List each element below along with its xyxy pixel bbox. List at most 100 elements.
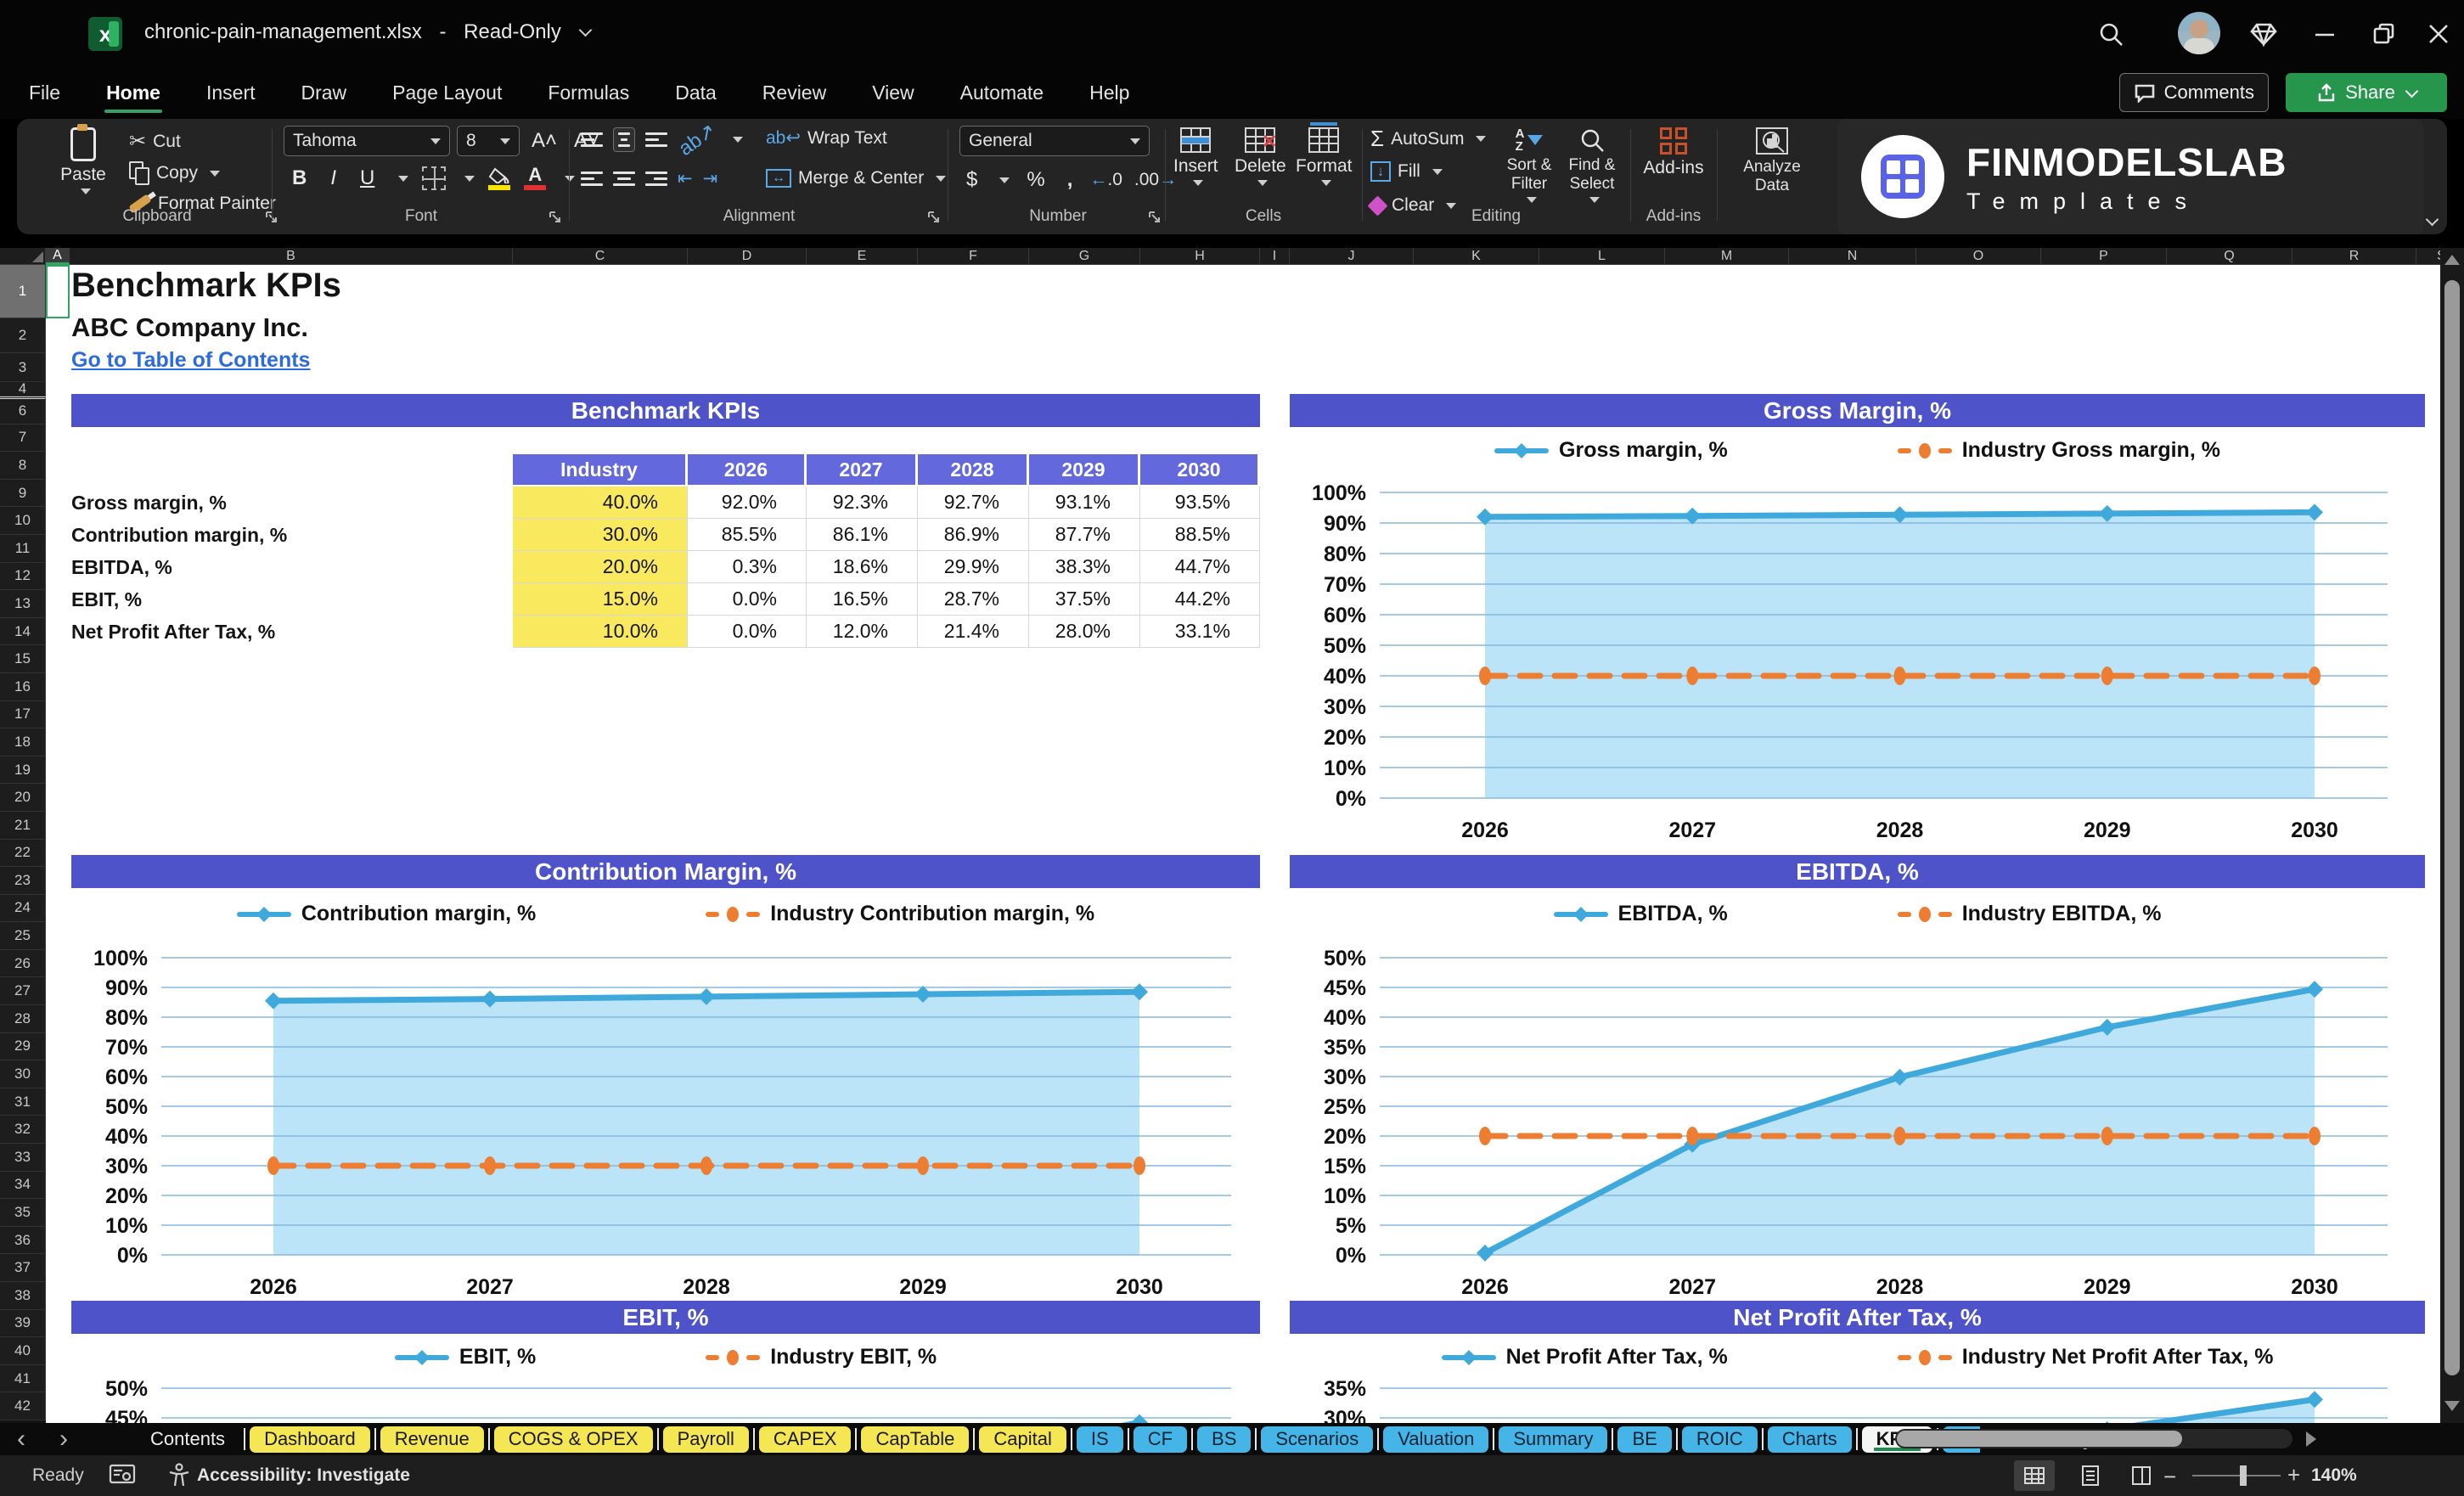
- table-row-label[interactable]: Contribution margin, %: [71, 523, 288, 546]
- row-header-40[interactable]: 40: [0, 1337, 46, 1365]
- fill-button[interactable]: ↓ Fill: [1370, 161, 1443, 182]
- horizontal-scrollbar[interactable]: [1895, 1429, 2292, 1448]
- table-cell-value[interactable]: 28.7%: [918, 583, 1029, 616]
- row-header-22[interactable]: 22: [0, 839, 46, 868]
- row-header-24[interactable]: 24: [0, 894, 46, 923]
- row-header-18[interactable]: 18: [0, 728, 46, 756]
- table-cell-value[interactable]: 86.9%: [918, 519, 1029, 551]
- increase-indent-icon[interactable]: ⇥: [702, 169, 718, 188]
- align-left-icon[interactable]: [581, 172, 603, 186]
- align-bottom-icon[interactable]: [645, 132, 667, 147]
- row-header-38[interactable]: 38: [0, 1282, 46, 1310]
- find-select-button[interactable]: Find & Select: [1562, 127, 1622, 203]
- clipboard-dialog-launcher[interactable]: [265, 211, 278, 224]
- align-center-icon[interactable]: [613, 172, 635, 186]
- row-header-7[interactable]: 7: [0, 424, 46, 453]
- column-header-O[interactable]: O: [1916, 248, 2041, 265]
- vertical-scrollbar[interactable]: [2440, 248, 2464, 1423]
- column-header-Q[interactable]: Q: [2167, 248, 2292, 265]
- ribbon-tab-automate[interactable]: Automate: [959, 81, 1044, 104]
- table-cell-value[interactable]: 87.7%: [1029, 519, 1140, 551]
- row-header-6[interactable]: 6: [0, 396, 46, 425]
- ribbon-tab-formulas[interactable]: Formulas: [548, 81, 630, 104]
- sheet-tab-payroll[interactable]: Payroll: [662, 1426, 749, 1453]
- italic-button[interactable]: I: [330, 166, 337, 189]
- table-row-label[interactable]: EBIT, %: [71, 588, 143, 610]
- ribbon-collapse-icon[interactable]: [2425, 212, 2439, 228]
- sheet-tab-be[interactable]: BE: [1617, 1426, 1672, 1453]
- row-header-9[interactable]: 9: [0, 479, 46, 508]
- sheet-tab-is[interactable]: IS: [1076, 1426, 1123, 1453]
- column-header-C[interactable]: C: [513, 248, 688, 265]
- currency-format-icon[interactable]: $: [966, 168, 978, 191]
- increase-decimal-icon[interactable]: ←.0: [1089, 170, 1122, 189]
- search-icon[interactable]: [2089, 12, 2133, 56]
- analyze-data-button[interactable]: Analyze Data: [1725, 127, 1819, 195]
- increase-font-icon[interactable]: A˄: [532, 129, 558, 152]
- row-header-17[interactable]: 17: [0, 700, 46, 729]
- table-cell-value[interactable]: 92.7%: [918, 486, 1029, 519]
- table-cell-value[interactable]: 16.5%: [807, 583, 918, 616]
- sheet-tab-dashboard[interactable]: Dashboard: [250, 1426, 370, 1453]
- ribbon-tab-home[interactable]: Home: [89, 73, 177, 113]
- format-cells-button[interactable]: Format: [1296, 122, 1353, 186]
- row-header-4[interactable]: 4: [0, 380, 46, 396]
- insert-cells-button[interactable]: Insert: [1173, 127, 1218, 186]
- accessibility-status[interactable]: Accessibility: Investigate: [197, 1465, 410, 1485]
- next-sheet-icon[interactable]: ›: [59, 1425, 68, 1453]
- table-cell-value[interactable]: 93.5%: [1140, 486, 1260, 519]
- zoom-slider-thumb[interactable]: [2240, 1465, 2247, 1486]
- column-header-F[interactable]: F: [918, 248, 1029, 265]
- font-color-button[interactable]: A: [524, 166, 547, 190]
- table-header-2029[interactable]: 2029: [1029, 454, 1140, 486]
- row-header-34[interactable]: 34: [0, 1171, 46, 1200]
- table-cell-value[interactable]: 92.0%: [688, 486, 807, 519]
- underline-button[interactable]: U: [360, 166, 375, 189]
- prev-sheet-icon[interactable]: ‹: [17, 1425, 25, 1453]
- row-header-13[interactable]: 13: [0, 590, 46, 618]
- row-header-36[interactable]: 36: [0, 1226, 46, 1255]
- ribbon-tab-data[interactable]: Data: [675, 81, 717, 104]
- row-header-26[interactable]: 26: [0, 949, 46, 978]
- sheet-tab-cogs-opex[interactable]: COGS & OPEX: [493, 1426, 653, 1453]
- table-cell-value[interactable]: 44.7%: [1140, 551, 1260, 583]
- horizontal-scrollbar-thumb[interactable]: [1897, 1431, 2182, 1447]
- chart-contribution[interactable]: Contribution Margin, % Contribution margi…: [71, 855, 1260, 1299]
- ribbon-tab-draw[interactable]: Draw: [301, 81, 347, 104]
- table-row-label[interactable]: Gross margin, %: [71, 491, 227, 514]
- bold-button[interactable]: B: [292, 166, 307, 189]
- table-cell-value[interactable]: 0.3%: [688, 551, 807, 583]
- table-header-2030[interactable]: 2030: [1140, 454, 1260, 486]
- table-cell-value[interactable]: 92.3%: [807, 486, 918, 519]
- row-header-19[interactable]: 19: [0, 756, 46, 785]
- table-of-contents-link[interactable]: Go to Table of Contents: [71, 348, 311, 372]
- table-cell-value[interactable]: 85.5%: [688, 519, 807, 551]
- row-header-11[interactable]: 11: [0, 534, 46, 563]
- vertical-scrollbar-thumb[interactable]: [2444, 280, 2460, 1375]
- table-header-2026[interactable]: 2026: [688, 454, 807, 486]
- table-header-industry[interactable]: Industry: [513, 454, 688, 486]
- table-cell-industry[interactable]: 20.0%: [513, 551, 688, 583]
- table-cell-value[interactable]: 93.1%: [1029, 486, 1140, 519]
- align-top-icon[interactable]: [581, 132, 603, 147]
- sheet-tab-cf[interactable]: CF: [1133, 1426, 1188, 1453]
- column-header-G[interactable]: G: [1029, 248, 1140, 265]
- table-cell-industry[interactable]: 40.0%: [513, 486, 688, 519]
- column-header-P[interactable]: P: [2041, 248, 2167, 265]
- row-header-16[interactable]: 16: [0, 672, 46, 701]
- ribbon-tab-file[interactable]: File: [29, 81, 61, 104]
- row-header-2[interactable]: 2: [0, 318, 46, 353]
- sheet-tab-revenue[interactable]: Revenue: [380, 1426, 484, 1453]
- row-header-28[interactable]: 28: [0, 1005, 46, 1033]
- ribbon-tab-page-layout[interactable]: Page Layout: [392, 81, 503, 104]
- row-header-8[interactable]: 8: [0, 452, 46, 480]
- column-header-E[interactable]: E: [807, 248, 918, 265]
- title-dropdown-icon[interactable]: [578, 23, 592, 37]
- comma-format-icon[interactable]: ,: [1066, 168, 1073, 191]
- table-header-2028[interactable]: 2028: [918, 454, 1029, 486]
- row-header-1[interactable]: 1: [0, 265, 46, 318]
- select-all-corner[interactable]: [0, 248, 46, 265]
- ribbon-tab-insert[interactable]: Insert: [205, 81, 256, 104]
- addins-button[interactable]: Add-ins: [1637, 127, 1710, 178]
- row-header-27[interactable]: 27: [0, 977, 46, 1006]
